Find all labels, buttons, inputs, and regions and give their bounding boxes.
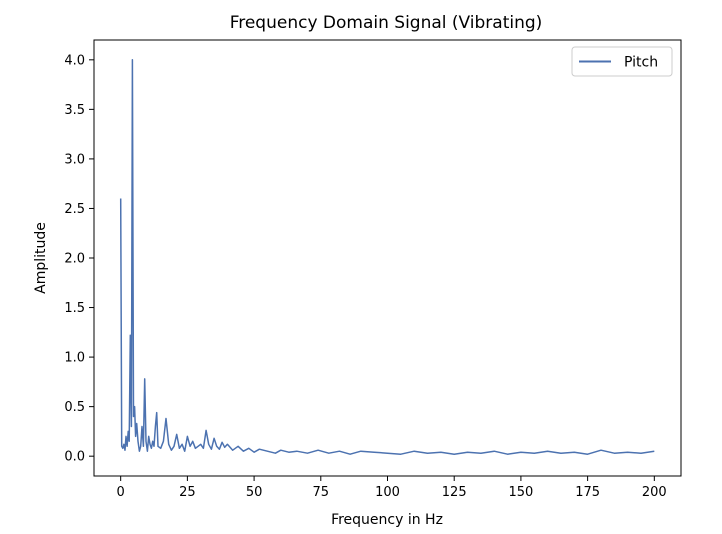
y-tick-label: 4.0 bbox=[64, 53, 85, 68]
y-tick-label: 1.5 bbox=[64, 301, 85, 316]
y-tick-label: 3.5 bbox=[64, 103, 85, 118]
y-tick-label: 0.5 bbox=[64, 400, 85, 415]
legend: Pitch bbox=[571, 46, 673, 77]
series-line-pitch bbox=[119, 59, 655, 455]
y-tick-label: 0.0 bbox=[64, 450, 85, 465]
x-tick-label: 200 bbox=[642, 485, 667, 500]
legend-box bbox=[571, 46, 673, 77]
y-axis-label: Amplitude bbox=[33, 222, 49, 294]
y-tick-label: 2.0 bbox=[64, 252, 85, 267]
chart-title: Frequency Domain Signal (Vibrating) bbox=[230, 13, 543, 33]
axes-frame bbox=[93, 39, 682, 477]
x-tick-label: 0 bbox=[117, 485, 125, 500]
x-tick-label: 125 bbox=[442, 485, 467, 500]
plot-area bbox=[93, 39, 682, 477]
x-tick-label: 50 bbox=[246, 485, 263, 500]
x-tick-label: 25 bbox=[179, 485, 196, 500]
y-tick-label: 2.5 bbox=[64, 202, 85, 217]
legend-label-pitch: Pitch bbox=[624, 55, 658, 71]
x-axis-label: Frequency in Hz bbox=[331, 512, 443, 528]
x-tick-label: 100 bbox=[375, 485, 400, 500]
series-layer bbox=[119, 59, 655, 455]
x-axis-ticks: 0 25 50 75 100 125 150 175 200 bbox=[117, 476, 667, 500]
x-tick-label: 175 bbox=[575, 485, 600, 500]
x-tick-label: 75 bbox=[313, 485, 330, 500]
y-tick-label: 3.0 bbox=[64, 152, 85, 167]
y-axis-ticks: 0.0 0.5 1.0 1.5 2.0 2.5 3.0 3.5 4.0 bbox=[64, 53, 94, 465]
x-tick-label: 150 bbox=[508, 485, 533, 500]
y-tick-label: 1.0 bbox=[64, 351, 85, 366]
